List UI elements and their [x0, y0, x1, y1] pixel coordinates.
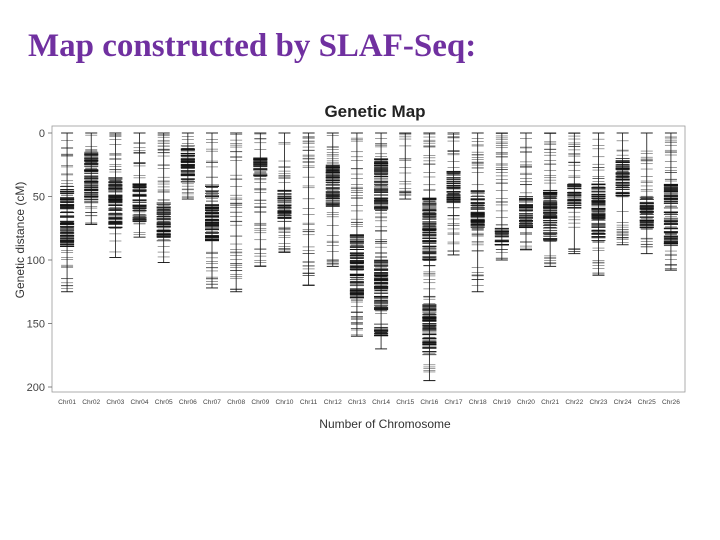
x-tick-label: Chr10 — [275, 399, 293, 406]
x-tick-label: Chr18 — [469, 399, 487, 406]
y-tick-label: 0 — [39, 128, 45, 140]
x-tick-label: Chr14 — [372, 399, 390, 406]
x-tick-label: Chr19 — [493, 399, 511, 406]
chromosome-chr22 — [567, 132, 582, 255]
x-tick-label: Chr15 — [396, 399, 414, 406]
chromosome-chr07 — [205, 132, 219, 289]
chromosome-chr21 — [543, 132, 558, 267]
x-tick-label: Chr21 — [541, 399, 559, 406]
chromosome-chr23 — [591, 132, 606, 276]
x-tick-label: Chr09 — [251, 399, 269, 406]
x-tick-label: Chr20 — [517, 399, 535, 406]
x-tick-label: Chr13 — [348, 399, 366, 406]
x-tick-label: Chr02 — [82, 399, 100, 406]
chromosome-chr02 — [84, 132, 99, 225]
x-tick-label: Chr26 — [662, 399, 680, 406]
x-tick-label: Chr07 — [203, 399, 221, 406]
x-tick-label: Chr24 — [614, 399, 632, 406]
chromosome-chr05 — [156, 132, 171, 263]
chromosome-chr10 — [277, 132, 292, 253]
y-axis: 0 50 100 150 200 — [27, 128, 52, 394]
x-axis-tick-labels: Chr01 Chr02 Chr03 Chr04 Chr05 Chr06 Chr07 Chr08… — [58, 399, 680, 406]
x-tick-label: Chr16 — [420, 399, 438, 406]
x-tick-label: Chr01 — [58, 399, 76, 406]
plot-frame — [51, 125, 686, 393]
chromosome-chr26 — [663, 132, 678, 271]
chart-title: Genetic Map — [324, 102, 425, 121]
chromosome-chr09 — [253, 132, 268, 267]
x-tick-label: Chr17 — [445, 399, 463, 406]
x-tick-label: Chr05 — [155, 399, 173, 406]
y-axis-label: Genetic distance (cM) — [13, 182, 27, 299]
x-tick-label: Chr03 — [106, 399, 124, 406]
chromosome-chr06 — [180, 132, 195, 200]
chromosome-bars — [60, 132, 678, 382]
chromosome-chr18 — [470, 132, 485, 293]
chromosome-chr20 — [519, 132, 533, 251]
y-tick-label: 200 — [27, 382, 45, 394]
chromosome-chr12 — [325, 132, 340, 267]
chromosome-chr14 — [374, 132, 389, 350]
x-tick-label: Chr06 — [179, 399, 197, 406]
x-axis-label: Number of Chromosome — [319, 417, 451, 431]
x-tick-label: Chr12 — [324, 399, 342, 406]
chromosome-chr19 — [494, 132, 509, 261]
x-tick-label: Chr22 — [565, 399, 583, 406]
y-tick-label: 50 — [33, 192, 45, 204]
chromosome-chr11 — [302, 132, 315, 286]
chromosome-chr08 — [230, 132, 243, 293]
chromosome-chr25 — [639, 132, 654, 255]
chromosome-chr16 — [422, 132, 437, 382]
chromosome-chr03 — [108, 132, 123, 258]
chromosome-chr24 — [615, 132, 630, 246]
x-tick-label: Chr08 — [227, 399, 245, 406]
chromosome-chr01 — [60, 132, 75, 293]
chromosome-chr04 — [132, 132, 147, 238]
y-tick-label: 150 — [27, 319, 45, 331]
slide-title: Map constructed by SLAF-Seq: — [28, 28, 477, 64]
x-tick-label: Chr04 — [131, 399, 149, 406]
chromosome-chr15 — [399, 132, 412, 200]
x-tick-label: Chr25 — [638, 399, 656, 406]
chromosome-chr13 — [349, 132, 364, 337]
x-tick-label: Chr11 — [300, 399, 318, 406]
y-tick-label: 100 — [27, 255, 45, 267]
chromosome-chr17 — [446, 132, 461, 256]
x-tick-label: Chr23 — [589, 399, 607, 406]
